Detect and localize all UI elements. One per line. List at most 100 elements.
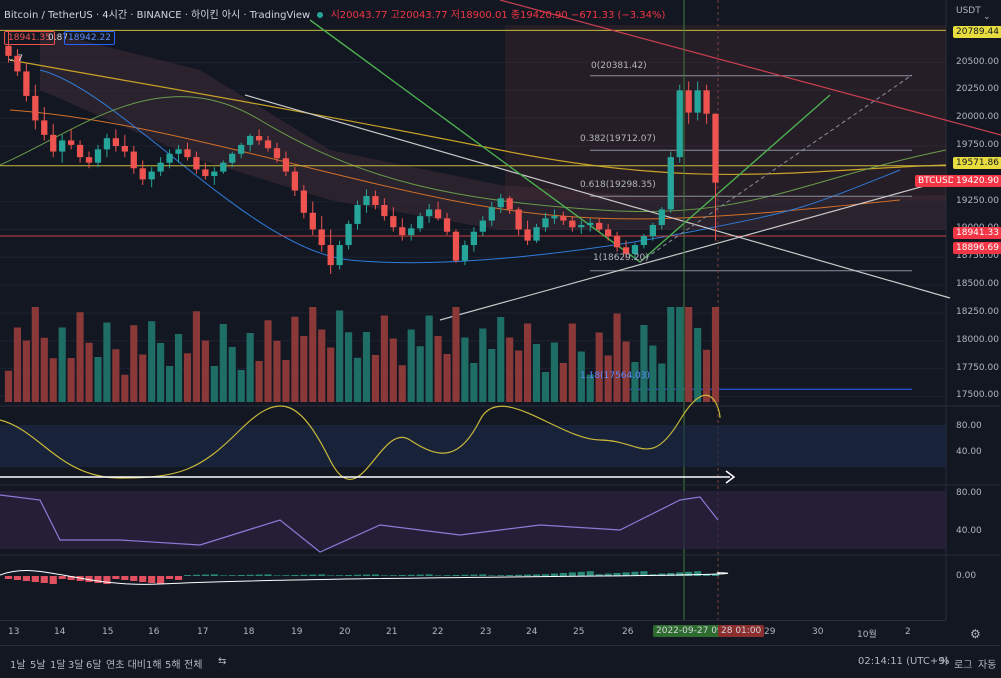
time-tick-label: 19 <box>291 627 303 637</box>
volume-bar <box>380 315 388 402</box>
percent-scale-toggle[interactable]: % <box>940 656 950 667</box>
volume-bar <box>640 325 648 402</box>
fib-618-label: 0.618(19298.35) <box>580 180 656 190</box>
candle-body <box>649 225 657 237</box>
candle-body <box>157 162 164 172</box>
macd-histogram-bar <box>523 574 532 576</box>
macd-histogram-bar <box>702 574 711 576</box>
indicator-toggle[interactable]: ⌄ 7 <box>4 53 26 65</box>
macd-histogram-bar <box>121 576 129 580</box>
fib-1-label: 1(18629.20) <box>593 253 649 263</box>
candle-body <box>622 247 630 254</box>
timeframe-button[interactable]: 5날 <box>30 660 46 671</box>
candle-body <box>282 158 290 172</box>
volume-bar <box>416 346 424 402</box>
fib-0-label: 0(20381.42) <box>591 61 647 71</box>
candle-body <box>23 71 30 96</box>
volume-bar <box>165 366 174 402</box>
candle-body <box>273 148 281 159</box>
candle-body <box>130 151 137 169</box>
highlight-date: 2022-09-27 <box>656 626 709 636</box>
macd-histogram-bar <box>506 575 514 576</box>
timeframe-button[interactable]: 연초 대비 <box>106 660 146 671</box>
chart-settings-gear-icon[interactable]: ⚙ <box>970 627 981 641</box>
macd-histogram-bar <box>595 574 603 576</box>
symbol-legend[interactable]: Bitcoin / TetherUS · 4시간 · BINANCE · 하이킨… <box>4 6 665 21</box>
time-tick-label: 21 <box>386 627 398 637</box>
volume-bar <box>658 363 666 402</box>
price-tick-label: 20000.00 <box>956 112 999 123</box>
sell-price-badge[interactable]: 18941.35 <box>4 31 55 45</box>
macd-histogram-bar <box>255 574 263 576</box>
top-yellow-price-badge: 20789.44 <box>953 26 1001 38</box>
timeframe-button[interactable]: 3달 <box>68 660 84 671</box>
macd-histogram-bar <box>94 576 102 583</box>
price-tick-label: 20250.00 <box>956 84 999 95</box>
timeframe-button[interactable]: 1해 <box>146 660 162 671</box>
volume-bar <box>613 313 621 402</box>
macd-histogram-bar <box>139 576 147 582</box>
candle-body <box>587 222 594 226</box>
time-tick-label: 25 <box>573 627 585 637</box>
candle-body <box>220 162 227 172</box>
btc-price-badge: 19420.90 <box>953 175 1001 187</box>
timeframe-button[interactable]: 1달 <box>50 660 66 671</box>
candle-body <box>381 204 388 217</box>
volume-bar <box>85 342 93 402</box>
volume-bar <box>201 340 209 402</box>
candle-body <box>211 171 218 177</box>
uptrend-line-white <box>439 179 947 321</box>
macd-line <box>0 570 729 585</box>
volume-bar <box>4 370 13 402</box>
osc2-tick-80: 80.00 <box>956 488 982 498</box>
time-axis[interactable]: 2022-09-27 09:00 28 01:00 13141516171819… <box>0 620 946 644</box>
macd-histogram-bar <box>112 576 120 579</box>
candle-body <box>506 198 513 210</box>
candle-body <box>390 216 397 228</box>
auto-scale-toggle[interactable]: 자동 <box>978 660 997 671</box>
macd-histogram-bar <box>577 571 585 576</box>
volume-bar <box>577 351 585 402</box>
time-tick-label: 30 <box>812 627 824 637</box>
macd-histogram-bar <box>362 574 371 576</box>
volume-bar <box>353 357 362 402</box>
volume-bar <box>219 324 227 402</box>
timeframe-button[interactable]: 전체 <box>184 660 203 671</box>
candle-body <box>67 140 75 145</box>
volume-bar <box>389 338 397 402</box>
candle-body <box>327 245 334 266</box>
symbol-title[interactable]: Bitcoin / TetherUS · 4시간 · BINANCE · 하이킨… <box>4 10 311 21</box>
date-range-calendar-icon[interactable]: ⇆ <box>218 656 227 667</box>
currency-chevron-icon[interactable]: ⌄ <box>983 12 991 22</box>
macd-histogram-bar <box>497 575 505 576</box>
time-tick-label: 22 <box>432 627 444 637</box>
macd-histogram-bar <box>353 574 362 576</box>
macd-histogram-bar <box>443 575 451 576</box>
timeframe-button[interactable]: 5해 <box>165 660 181 671</box>
macd-histogram-bar <box>22 576 30 581</box>
macd-histogram-bar <box>425 574 433 576</box>
price-tick-label: 18500.00 <box>956 279 999 290</box>
time-tick-label: 18 <box>243 627 255 637</box>
time-tick-label: 13 <box>8 627 20 637</box>
candle-body <box>202 169 209 177</box>
log-scale-toggle[interactable]: 로그 <box>954 660 973 671</box>
macd-histogram-bar <box>183 575 192 576</box>
volume-bar <box>667 307 675 402</box>
candle-body <box>569 220 576 228</box>
utc-clock[interactable]: 02:14:11 (UTC+9) <box>858 656 949 667</box>
volume-bar <box>112 349 120 402</box>
yellow-price-badge: 19571.86 <box>953 157 1001 169</box>
volume-bar <box>210 366 218 402</box>
cursor-time: 01:00 <box>735 626 762 636</box>
buy-price-badge[interactable]: 18942.22 <box>64 31 115 45</box>
macd-histogram-bar <box>67 576 75 580</box>
timeframe-button[interactable]: 1날 <box>10 660 26 671</box>
volume-bar <box>398 365 406 402</box>
timeframe-button[interactable]: 6달 <box>86 660 102 671</box>
fib-382-label: 0.382(19712.07) <box>580 134 656 144</box>
volume-bar <box>506 337 514 402</box>
candle-body <box>85 157 93 163</box>
